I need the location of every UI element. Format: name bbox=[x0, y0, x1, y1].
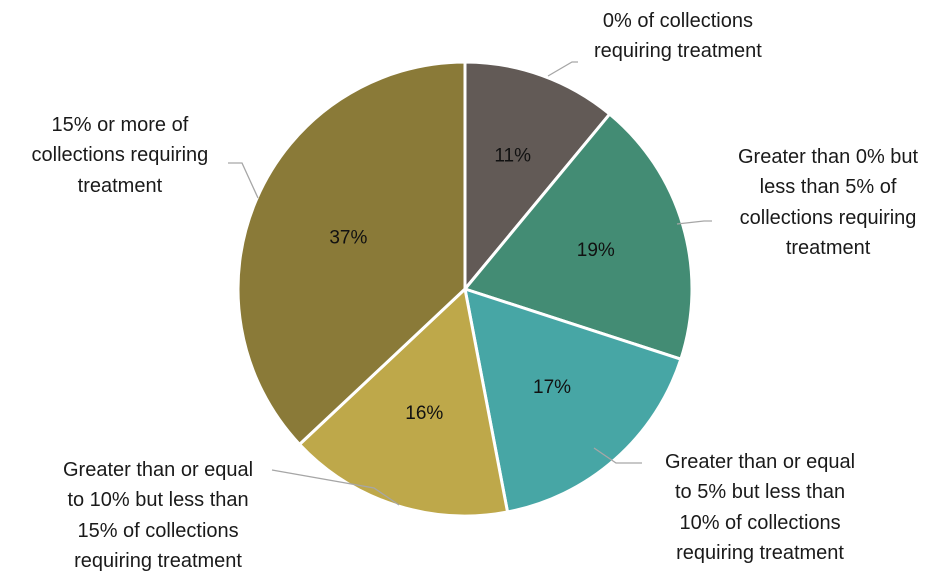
slice-callout-3: Greater than or equal to 5% but less than… bbox=[665, 447, 855, 569]
slice-callout-1: 0% of collections requiring treatment bbox=[594, 6, 762, 67]
slice-callout-line: treatment bbox=[77, 174, 163, 197]
slice-callout-line: to 5% but less than bbox=[675, 481, 846, 504]
pie-slice-5 bbox=[236, 60, 467, 446]
pie-slices bbox=[236, 60, 694, 518]
slice-callout-line: 15% of collections bbox=[77, 519, 239, 542]
slice-callout-line: requiring treatment bbox=[594, 40, 762, 63]
leader-line-3 bbox=[593, 447, 642, 464]
slice-callout-line: to 10% but less than bbox=[67, 489, 249, 512]
leader-line-1 bbox=[547, 61, 578, 77]
slice-callout-line: 15% or more of bbox=[51, 114, 189, 136]
slice-value-label-1: 11% bbox=[494, 146, 531, 167]
leader-line-5 bbox=[228, 162, 259, 199]
slice-callout-line: collections requiring bbox=[739, 206, 917, 229]
slice-callout-5: 15% or more of collections requiring treat… bbox=[32, 110, 209, 201]
slice-callout-line: requiring treatment bbox=[676, 542, 844, 565]
leader-line-2 bbox=[676, 220, 712, 225]
pie-slice-3 bbox=[463, 287, 683, 514]
pie-slice-2 bbox=[463, 112, 694, 361]
slice-value-label-4: 16% bbox=[405, 403, 443, 424]
pie-slice-4 bbox=[298, 287, 510, 518]
slice-callout-4: Greater than or equal to 10% but less tha… bbox=[63, 455, 253, 577]
slice-callout-line: Greater than or equal bbox=[63, 459, 254, 481]
leader-lines bbox=[228, 61, 712, 506]
slice-callout-line: 10% of collections bbox=[679, 511, 841, 534]
slice-callout-2: Greater than 0% but less than 5% of collec… bbox=[738, 142, 918, 264]
value-labels: 11% 19% 17% 16% 37% bbox=[329, 146, 615, 425]
slice-value-label-2: 19% bbox=[577, 240, 615, 261]
pie-slice-1 bbox=[463, 60, 612, 291]
slice-value-label-5: 37% bbox=[329, 228, 367, 249]
slice-callout-line: 0% of collections bbox=[602, 10, 753, 32]
slice-callout-line: less than 5% of bbox=[759, 176, 897, 199]
leader-line-4 bbox=[271, 469, 400, 506]
slice-callout-line: Greater than or equal bbox=[665, 451, 856, 473]
slice-callout-line: Greater than 0% but bbox=[738, 146, 919, 168]
slice-callout-line: collections requiring bbox=[31, 144, 209, 167]
slice-callout-line: requiring treatment bbox=[74, 550, 242, 573]
slice-callout-line: treatment bbox=[785, 237, 871, 260]
slice-value-label-3: 17% bbox=[533, 377, 571, 398]
